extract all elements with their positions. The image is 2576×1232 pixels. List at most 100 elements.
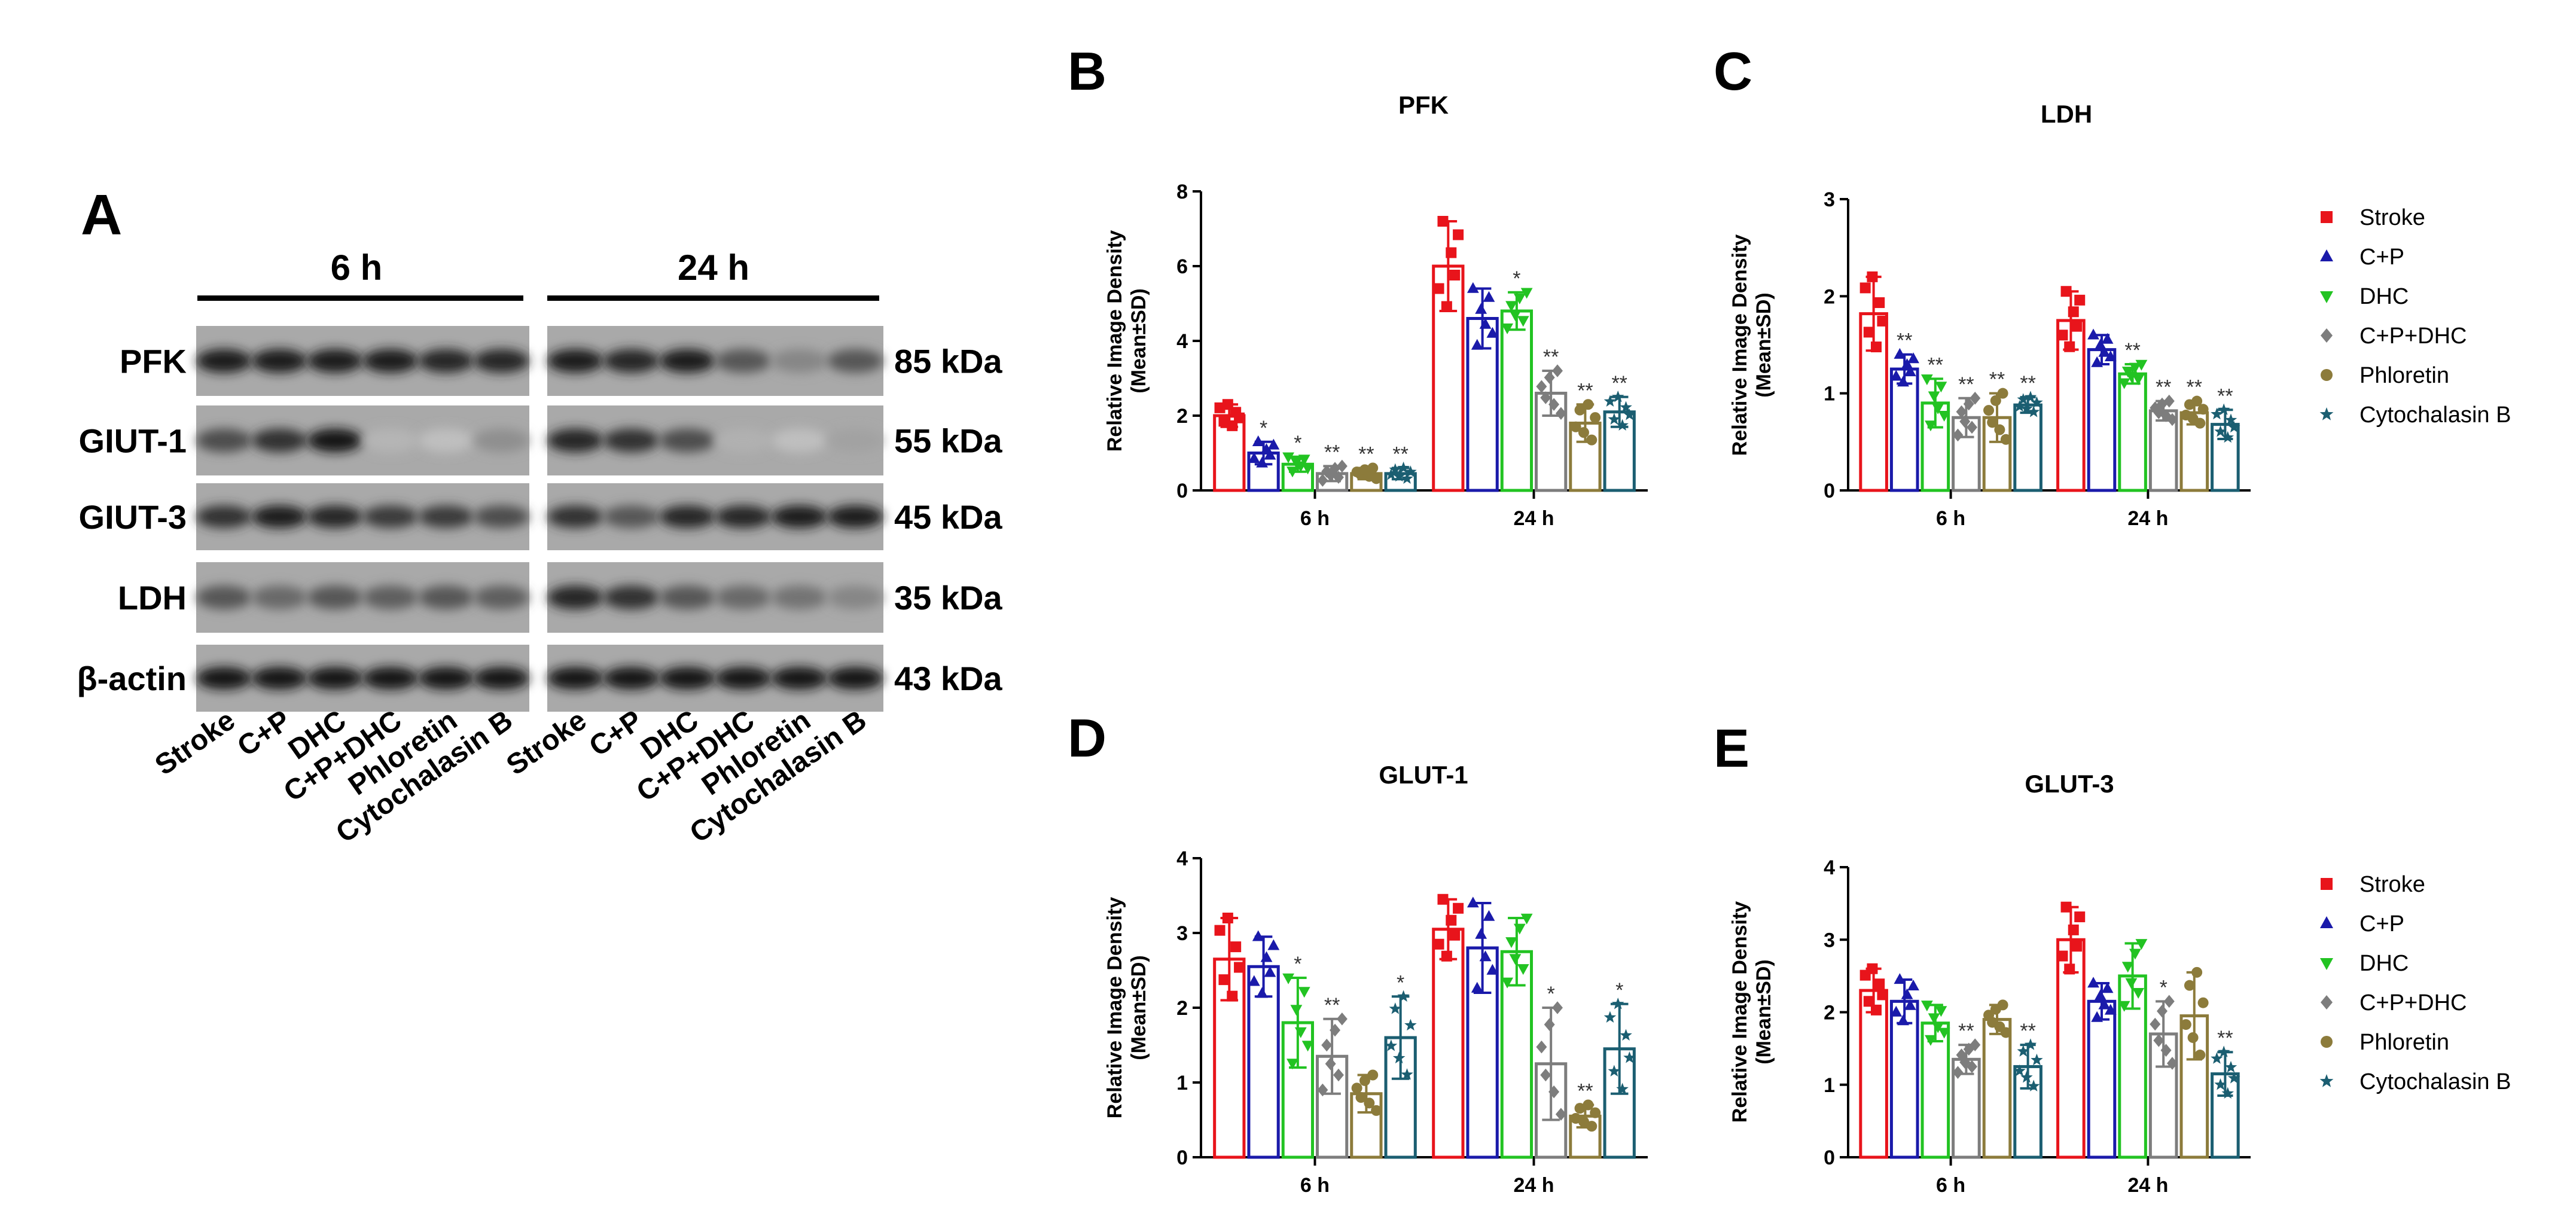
y-tick-label: 2 [1824, 1002, 1835, 1024]
data-point [1325, 468, 1336, 482]
data-point [1952, 1066, 1964, 1079]
data-point [1234, 412, 1245, 423]
blot-band [362, 585, 419, 610]
significance-label: ** [2217, 1027, 2233, 1050]
data-point [2214, 425, 2227, 437]
bar [1889, 367, 1919, 492]
y-axis-label-sub: (Mean±SD) [1752, 292, 1775, 397]
data-point [1287, 1059, 1298, 1070]
data-point [2057, 330, 2068, 341]
data-point [1287, 466, 1298, 478]
blot-band [771, 428, 828, 453]
data-point [1897, 376, 1909, 387]
data-point [1932, 1022, 1944, 1033]
data-point [2064, 963, 2075, 975]
blot-band [251, 505, 307, 529]
data-point [1603, 1011, 1617, 1023]
legend-label: Stroke [2359, 872, 2425, 897]
y-tick-label: 6 [1176, 255, 1188, 278]
data-point [2197, 997, 2209, 1008]
data-point [2227, 420, 2240, 433]
bar [2087, 999, 2117, 1159]
data-point [1433, 283, 1444, 294]
legend-top: Stroke C+P DHC C+P+DHC Phloretin Cytochalasin… [2319, 205, 2511, 428]
data-point [2194, 1050, 2206, 1061]
data-point [1608, 1065, 1621, 1077]
data-point [1453, 229, 1464, 240]
data-point [2104, 1004, 2117, 1015]
bar [2013, 403, 2042, 492]
blot-band [827, 349, 883, 373]
data-point [1433, 938, 1444, 950]
protein-label: GIUT-3 [79, 498, 187, 536]
data-point [2071, 321, 2082, 332]
data-point [1359, 1075, 1370, 1086]
data-point [2184, 980, 2195, 991]
blot-band [603, 585, 660, 610]
blot-band [827, 666, 883, 690]
blot-band [715, 428, 772, 453]
significance-label: ** [1897, 330, 1912, 352]
blot-band [771, 585, 828, 610]
blot-band [771, 349, 828, 373]
data-point [1925, 1035, 1937, 1046]
data-point [2129, 362, 2141, 374]
data-point [1298, 455, 1310, 466]
y-tick-label: 1 [1824, 383, 1835, 405]
data-point [1935, 382, 1947, 393]
data-point [1513, 923, 1526, 935]
data-point [1336, 1012, 1348, 1026]
data-point [1437, 893, 1449, 905]
data-point [2180, 1019, 2191, 1030]
data-point [2191, 966, 2203, 978]
data-point [1282, 973, 1294, 984]
y-tick-label: 3 [1824, 188, 1835, 211]
y-tick-label: 0 [1824, 480, 1835, 502]
data-point [1367, 1069, 1379, 1081]
data-point [1551, 364, 1563, 377]
significance-label: ** [1958, 373, 1974, 396]
data-point [1616, 419, 1629, 431]
data-point [2017, 393, 2029, 405]
data-point [1404, 465, 1417, 477]
data-point [1536, 380, 1547, 394]
significance-label: * [1397, 971, 1404, 994]
data-point [1967, 1060, 1978, 1074]
protein-size-label: 35 kDa [894, 579, 1002, 617]
data-point [1475, 303, 1487, 314]
blot-band [196, 428, 252, 453]
data-point [1471, 981, 1483, 993]
data-point [1616, 1082, 1629, 1094]
data-point [1874, 978, 1885, 990]
significance-label: * [2160, 976, 2168, 999]
blot-band [771, 666, 828, 690]
blot-band [603, 505, 660, 529]
blot-band [307, 349, 363, 373]
blot-band [603, 349, 660, 373]
data-point [1441, 950, 1452, 962]
data-point [1321, 465, 1333, 478]
data-point [1901, 988, 1913, 999]
data-point [2024, 391, 2037, 402]
data-point [1548, 398, 1560, 411]
legend-label: Phloretin [2359, 1030, 2449, 1055]
bar [1920, 1021, 1950, 1159]
significance-label: ** [2156, 376, 2171, 399]
data-point [1938, 410, 1950, 422]
blot-band [715, 349, 772, 373]
data-point [1453, 902, 1464, 914]
blot-band [251, 585, 307, 610]
blot-band [362, 428, 419, 453]
data-point [1483, 291, 1495, 302]
data-point [1230, 941, 1242, 953]
group-line-6h [197, 295, 523, 301]
data-point [1904, 365, 1916, 377]
data-point [1877, 989, 1888, 1001]
data-point [2160, 1044, 2172, 1057]
blot-band [547, 666, 603, 690]
significance-label: * [1294, 432, 1301, 455]
data-point [2129, 949, 2141, 960]
data-point [1620, 401, 1632, 413]
chart-title: GLUT-1 [1379, 761, 1468, 789]
data-point [1301, 463, 1314, 475]
